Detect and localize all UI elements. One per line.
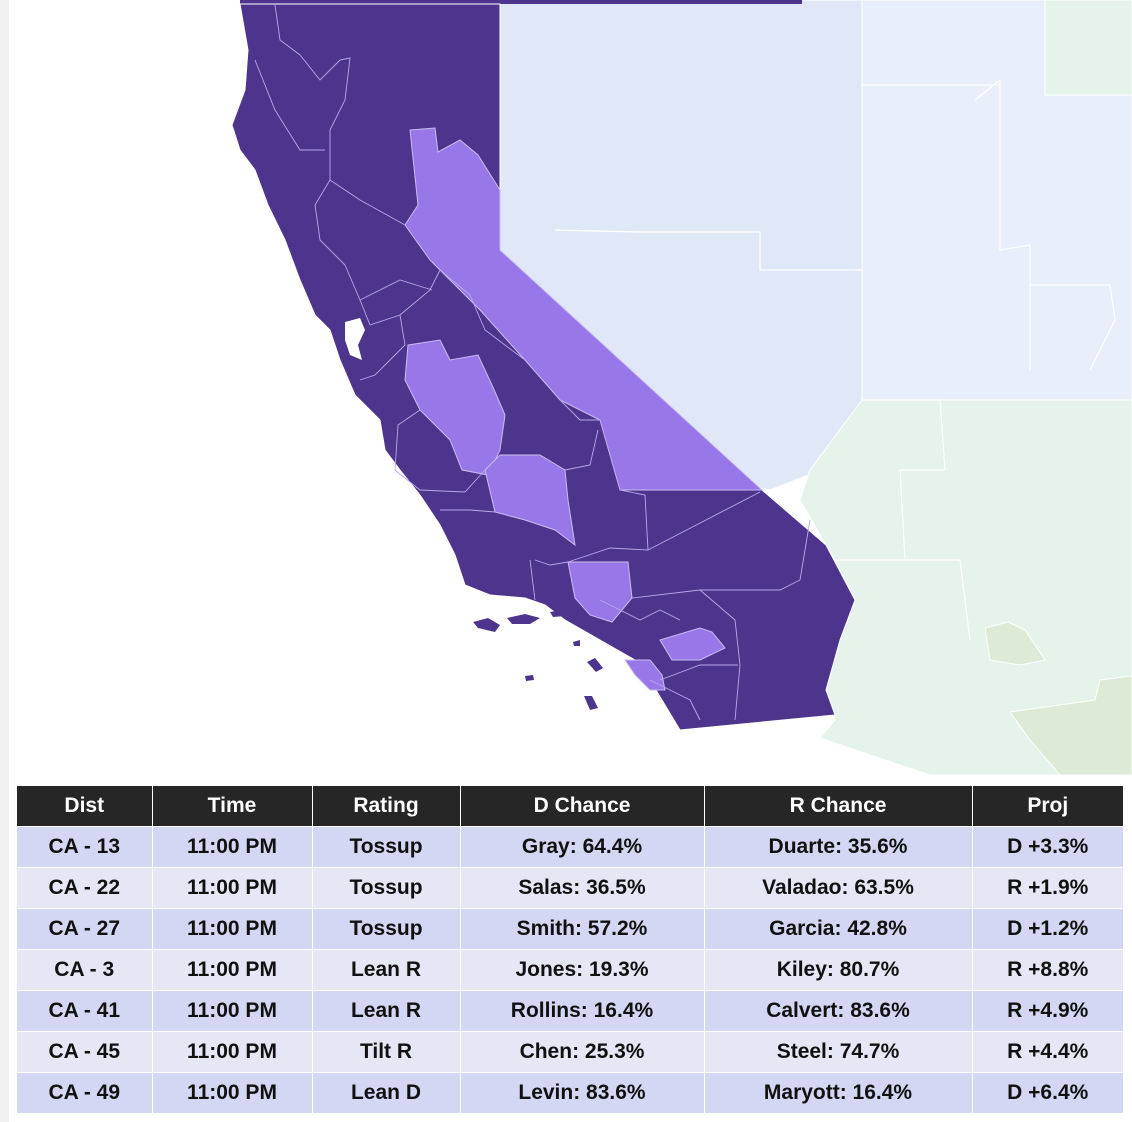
california-district-map [231,0,1132,776]
cell-r-chance: Maryott: 16.4% [704,1072,973,1113]
table-header-row: Dist Time Rating D Chance R Chance Proj [17,786,1123,827]
cell-time: 11:00 PM [152,1031,313,1073]
left-margin-strip [0,0,9,1122]
cell-r-chance: Valadao: 63.5% [704,867,973,909]
cell-rating: Lean D [312,1072,461,1113]
cell-time: 11:00 PM [152,826,313,868]
cell-r-chance: Calvert: 83.6% [704,990,973,1032]
cell-rating: Tossup [312,867,461,909]
cell-dist: CA - 27 [17,908,153,950]
table-row: CA - 27 11:00 PM Tossup Smith: 57.2% Gar… [17,908,1123,950]
cell-proj: R +1.9% [972,867,1123,909]
cell-d-chance: Jones: 19.3% [460,949,705,991]
neighbor-county-lines [554,78,1116,641]
channel-islands [473,610,603,710]
table-row: CA - 41 11:00 PM Lean R Rollins: 16.4% C… [17,990,1123,1032]
cell-proj: D +3.3% [972,826,1123,868]
header-rating: Rating [312,786,461,827]
cell-proj: D +1.2% [972,908,1123,950]
cell-r-chance: Kiley: 80.7% [704,949,973,991]
arizona-county-highlight [984,621,1046,666]
header-d-chance: D Chance [460,786,705,827]
cell-r-chance: Duarte: 35.6% [704,826,973,868]
cell-time: 11:00 PM [152,867,313,909]
cell-proj: R +4.9% [972,990,1123,1032]
cell-rating: Lean R [312,949,461,991]
sf-bay [345,318,365,360]
cell-rating: Tilt R [312,1031,461,1073]
cell-d-chance: Gray: 64.4% [460,826,705,868]
cell-proj: R +4.4% [972,1031,1123,1073]
district-ca-22 [484,454,576,547]
cell-d-chance: Rollins: 16.4% [460,990,705,1032]
cell-d-chance: Levin: 83.6% [460,1072,705,1113]
table-row: CA - 49 11:00 PM Lean D Levin: 83.6% Mar… [17,1072,1123,1113]
district-ca-27 [567,561,633,623]
cell-dist: CA - 3 [17,949,153,991]
cell-dist: CA - 41 [17,990,153,1032]
cell-d-chance: Salas: 36.5% [460,867,705,909]
cell-d-chance: Smith: 57.2% [460,908,705,950]
table-row: CA - 13 11:00 PM Tossup Gray: 64.4% Duar… [17,826,1123,868]
cell-proj: D +6.4% [972,1072,1123,1113]
utah-region [861,0,1132,401]
cell-time: 11:00 PM [152,908,313,950]
table-row: CA - 22 11:00 PM Tossup Salas: 36.5% Val… [17,867,1123,909]
cell-rating: Tossup [312,826,461,868]
oregon-border-strip [240,0,802,4]
cell-time: 11:00 PM [152,1072,313,1113]
cell-rating: Tossup [312,908,461,950]
cell-dist: CA - 45 [17,1031,153,1073]
cell-proj: R +8.8% [972,949,1123,991]
table-row: CA - 45 11:00 PM Tilt R Chen: 25.3% Stee… [17,1031,1123,1073]
cell-dist: CA - 22 [17,867,153,909]
header-r-chance: R Chance [704,786,973,827]
header-proj: Proj [972,786,1123,827]
cell-r-chance: Garcia: 42.8% [704,908,973,950]
utah-upper-green [1044,0,1132,96]
header-time: Time [152,786,313,827]
cell-time: 11:00 PM [152,949,313,991]
cell-dist: CA - 49 [17,1072,153,1113]
header-dist: Dist [17,786,153,827]
cell-dist: CA - 13 [17,826,153,868]
race-table: Dist Time Rating D Chance R Chance Proj … [17,786,1123,1113]
cell-d-chance: Chen: 25.3% [460,1031,705,1073]
district-ca-41 [659,627,726,661]
cell-rating: Lean R [312,990,461,1032]
cell-time: 11:00 PM [152,990,313,1032]
district-lines [254,4,811,721]
cell-r-chance: Steel: 74.7% [704,1031,973,1073]
arizona-county-highlight-2 [1009,675,1132,776]
table-row: CA - 3 11:00 PM Lean R Jones: 19.3% Kile… [17,949,1123,991]
